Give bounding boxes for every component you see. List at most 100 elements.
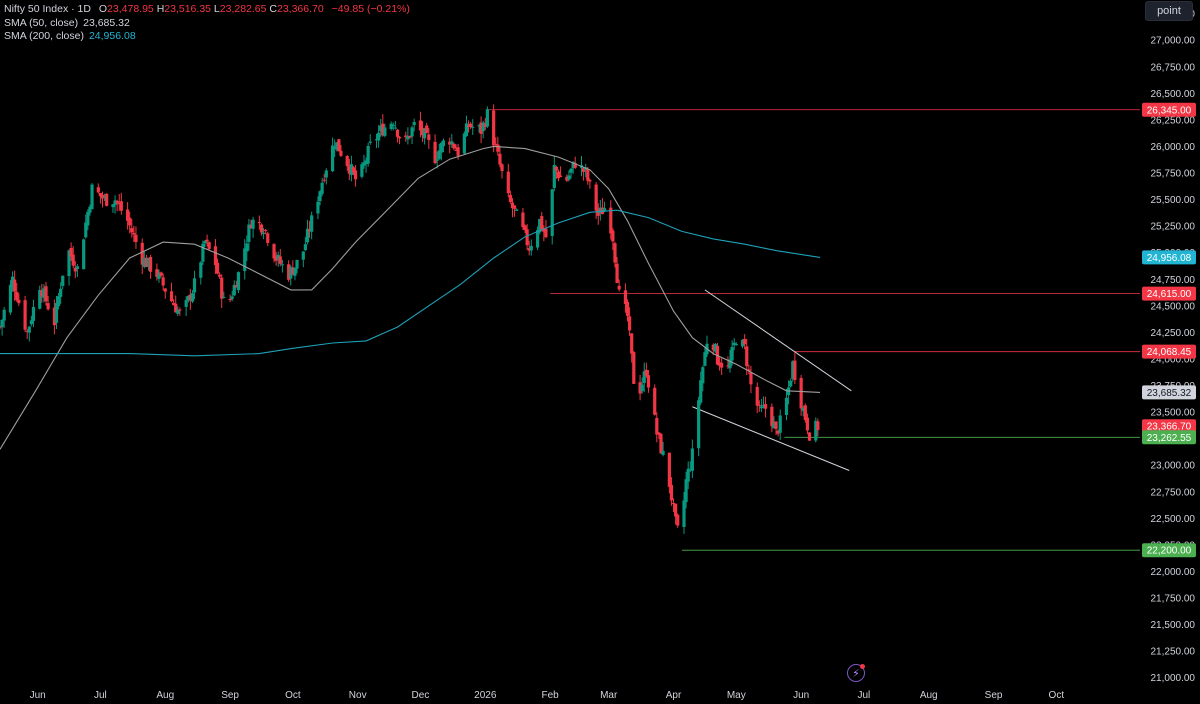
- candle-body: [345, 155, 349, 167]
- candle-body: [113, 200, 117, 206]
- candle-body: [454, 149, 458, 151]
- candle-body: [222, 296, 226, 298]
- time-tick-label: Mar: [600, 690, 618, 701]
- candle-body: [778, 415, 782, 433]
- candle-body: [586, 169, 590, 181]
- candle-body: [393, 127, 397, 129]
- candle-body: [581, 167, 586, 172]
- candle-body: [697, 400, 701, 449]
- price-tick-label: 25,250.00: [1151, 222, 1196, 233]
- candle-body: [552, 165, 556, 188]
- price-tick-label: 26,750.00: [1151, 62, 1196, 73]
- candle-body: [381, 123, 385, 136]
- high-value: 23,516.35: [164, 3, 211, 15]
- candle-body: [261, 232, 266, 235]
- legend-ohlc-row: Nifty 50 Index · 1D O23,478.95 H23,516.3…: [4, 3, 410, 15]
- time-axis: Jun Jul Aug Sep Oct Nov Dec 2026 Feb Mar Apr May Jun…: [30, 690, 1065, 701]
- candle-body: [379, 125, 383, 132]
- candle-body: [807, 432, 812, 441]
- candle-body: [330, 145, 335, 172]
- candle-body: [105, 193, 109, 206]
- price-tick-label: 26,250.00: [1151, 115, 1196, 126]
- candle-body: [784, 397, 789, 416]
- candle-body: [117, 202, 121, 205]
- price-tick-label: 27,000.00: [1151, 36, 1196, 47]
- candle-body: [119, 201, 123, 211]
- candle-body: [676, 514, 680, 526]
- candle-body: [747, 369, 751, 371]
- candle-body: [801, 408, 805, 411]
- candle-body: [69, 247, 73, 257]
- candle-body: [287, 264, 291, 280]
- chart-legend: Nifty 50 Index · 1D O23,478.95 H23,516.3…: [4, 3, 410, 44]
- candle-body: [75, 266, 79, 270]
- candle-body: [525, 229, 529, 246]
- candle-body: [132, 233, 136, 235]
- candle-body: [230, 296, 234, 300]
- candle-body: [303, 244, 307, 251]
- candle-body: [565, 176, 569, 181]
- price-tag-box: [1142, 385, 1196, 400]
- price-tag-box: [1142, 102, 1196, 117]
- candle-body: [73, 267, 77, 272]
- candle-body: [602, 208, 607, 212]
- candle-body: [412, 122, 416, 126]
- candle-body: [218, 274, 222, 277]
- candle-body: [395, 129, 400, 137]
- candle-body: [280, 264, 284, 266]
- candle-body: [207, 242, 211, 249]
- candle-body: [54, 303, 59, 323]
- point-mode-button[interactable]: point: [1145, 1, 1193, 21]
- candle-body: [249, 225, 253, 228]
- price-tick-label: 26,000.00: [1151, 142, 1196, 153]
- candle-body: [573, 163, 577, 168]
- candle-body: [659, 434, 663, 454]
- close-value: 23,366.70: [277, 3, 324, 15]
- legend-sma50-row[interactable]: SMA (50, close) 23,685.32: [4, 17, 410, 31]
- candle-body: [661, 450, 665, 455]
- candle-body: [351, 167, 356, 173]
- price-tag-box: [1142, 344, 1196, 359]
- candle-body: [427, 134, 431, 141]
- candle-body: [0, 326, 2, 328]
- price-tick-label: 21,000.00: [1151, 673, 1196, 684]
- legend-sma200-row[interactable]: SMA (200, close) 24,956.08: [4, 30, 410, 44]
- candle-body: [550, 189, 554, 236]
- candle-body: [642, 371, 646, 384]
- candle-body: [203, 241, 207, 244]
- candle-body: [86, 211, 90, 226]
- lightning-icon[interactable]: ⚡: [847, 664, 865, 682]
- candle-body: [59, 288, 63, 297]
- candle-body: [558, 175, 563, 178]
- candle-body: [625, 301, 630, 316]
- candle-body: [274, 256, 278, 261]
- candle-body: [734, 343, 738, 346]
- candle-body: [247, 224, 251, 242]
- candle-body: [46, 303, 50, 310]
- time-tick-label: Nov: [349, 690, 367, 701]
- candle-body: [272, 244, 276, 259]
- candle-body: [774, 421, 778, 429]
- candle-body: [201, 243, 205, 262]
- candle-body: [814, 420, 818, 441]
- candle-body: [322, 179, 326, 181]
- candle-body: [366, 145, 370, 164]
- candle-body: [324, 170, 328, 178]
- candle-body: [38, 289, 42, 309]
- candle-body: [408, 136, 412, 138]
- candle-body: [44, 286, 48, 302]
- candle-body: [232, 285, 236, 296]
- candle-body: [310, 215, 314, 232]
- candle-body: [523, 225, 527, 231]
- candle-body: [31, 306, 36, 321]
- candle-body: [172, 302, 176, 306]
- candle-body: [174, 303, 178, 313]
- price-tick-label: 24,250.00: [1151, 328, 1196, 339]
- candle-body: [111, 204, 115, 208]
- candle-body: [791, 361, 795, 379]
- candle-body: [56, 296, 61, 307]
- price-tag-label: 22,200.00: [1147, 546, 1192, 557]
- candle-body: [481, 122, 485, 132]
- candle-body: [320, 182, 324, 194]
